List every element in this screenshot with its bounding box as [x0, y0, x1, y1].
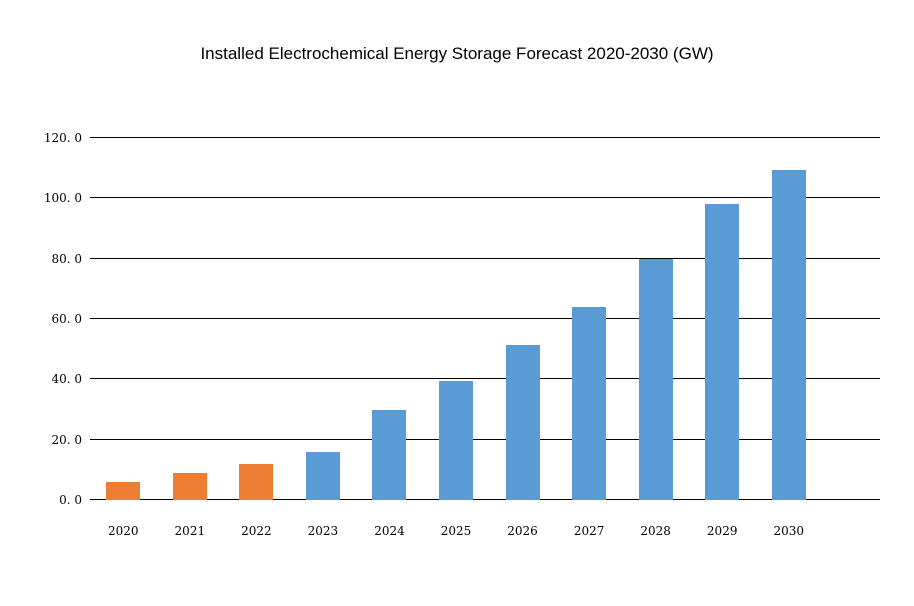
gridline	[90, 378, 880, 380]
gridline	[90, 197, 880, 199]
x-axis-label: 2028	[640, 524, 671, 538]
bar-slot	[689, 138, 756, 500]
bar-2021	[172, 472, 207, 500]
gridline	[90, 438, 880, 440]
x-axis-label: 2025	[440, 524, 472, 538]
y-axis-tick-label: 0. 0	[59, 493, 82, 507]
x-axis-line	[90, 499, 880, 500]
bar-slot	[223, 138, 290, 500]
chart-title: Installed Electrochemical Energy Storage…	[200, 44, 714, 63]
bar-2030	[771, 169, 806, 500]
bar-2024	[372, 409, 407, 500]
y-axis-tick-label: 100. 0	[43, 191, 82, 206]
bar-slot	[90, 138, 157, 500]
y-axis-tick-label: 40. 0	[51, 372, 82, 387]
bar-2022	[239, 463, 274, 500]
gridline	[90, 257, 880, 259]
bar-slot	[423, 138, 490, 500]
bar-slot	[755, 138, 822, 500]
plot-area: 0. 0 20. 0 40. 0 60. 0 80. 0 100. 0 120. 0	[44, 131, 880, 507]
gridline	[90, 137, 880, 138]
bar-2025	[439, 380, 473, 500]
bar-2029	[705, 204, 740, 500]
bar-2020	[106, 481, 141, 500]
y-axis-tick-label: 120. 0	[43, 131, 82, 145]
x-axis-label: 2024	[374, 524, 405, 538]
x-axis-label: 2030	[773, 524, 805, 538]
x-axis-label: 2026	[507, 524, 538, 538]
x-axis-label: 2020	[108, 524, 139, 538]
y-axis-tick-label: 20. 0	[51, 432, 82, 447]
bar-slot	[556, 138, 623, 500]
bar-2028	[638, 258, 673, 500]
x-axis-label: 2023	[307, 524, 339, 538]
bar-slot	[622, 138, 689, 500]
bar-2023	[305, 451, 340, 500]
x-axis-label: 2029	[706, 524, 738, 538]
bar-slot	[157, 138, 224, 500]
y-axis-tick-label: 80. 0	[51, 251, 82, 266]
bar-2026	[505, 344, 540, 500]
x-axis-label: 2022	[241, 524, 272, 538]
gridline	[90, 318, 880, 319]
bars-layer	[90, 138, 822, 500]
bar-slot	[290, 138, 357, 500]
x-axis-labels: 2020 2021 2022 2023 2024 2025 2026 2027 2028 2029…	[90, 524, 822, 538]
bar-2027	[572, 306, 607, 500]
bar-slot	[489, 138, 556, 500]
y-axis-tick-label: 60. 0	[51, 312, 82, 326]
bar-slot	[356, 138, 423, 500]
x-axis-label: 2021	[174, 524, 206, 538]
x-axis-label: 2027	[573, 524, 605, 538]
